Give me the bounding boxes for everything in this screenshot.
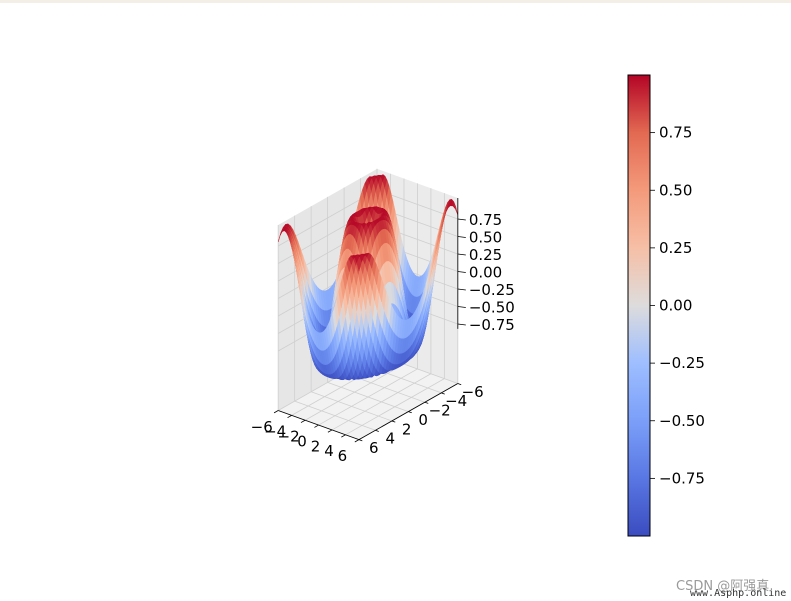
x-tick-mark — [314, 424, 319, 428]
z-tick-mark — [457, 236, 466, 238]
y-tick-mark — [441, 392, 445, 395]
x-tick-label: −6 — [251, 418, 273, 436]
grid-line — [294, 400, 376, 431]
z-tick-label: 0.00 — [469, 264, 502, 282]
colorbar — [627, 74, 651, 537]
y-tick-mark — [457, 383, 462, 386]
y-tick-label: −6 — [462, 383, 484, 401]
y-tick-label: 4 — [385, 430, 395, 448]
z-tick-label: 0.50 — [469, 229, 502, 247]
surface-patch — [356, 256, 362, 273]
colorbar-tick-label: 0.75 — [659, 124, 692, 142]
y-tick-mark — [391, 420, 396, 423]
x-tick-label: 0 — [297, 432, 307, 450]
x-tick-mark — [273, 410, 279, 414]
x-tick-label: 2 — [311, 437, 321, 455]
y-tick-label: −2 — [429, 402, 451, 420]
x-tick-mark — [354, 439, 360, 443]
x-tick-label: −4 — [264, 423, 286, 441]
z-tick-label: −0.75 — [469, 316, 515, 334]
z-tick-mark — [457, 323, 466, 326]
z-tick-mark — [457, 218, 466, 221]
y-tick-label: 2 — [402, 420, 412, 438]
y-tick-mark — [375, 429, 379, 432]
y-tick-mark — [424, 401, 429, 404]
surface-mesh — [277, 174, 459, 381]
z-tick-label: −0.50 — [469, 299, 515, 317]
x-tick-label: 6 — [338, 447, 348, 465]
y-tick-mark — [408, 411, 412, 414]
watermark-text: CSDN @阿强真 — [676, 579, 770, 594]
colorbar-tick-label: −0.75 — [659, 469, 705, 487]
x-tick-label: −2 — [278, 428, 300, 446]
colorbar-ticks: 0.75 0.50 0.25 0.00 −0.25 −0.50 −0.75 — [650, 124, 705, 487]
y-tick-mark — [358, 439, 363, 442]
colorbar-gradient — [627, 74, 651, 537]
colorbar-tick-label: −0.50 — [659, 412, 705, 430]
colorbar-tick-label: −0.25 — [659, 354, 705, 372]
x-tick-mark — [300, 419, 306, 423]
colorbar-tick-label: 0.50 — [659, 181, 692, 199]
z-tick-label: 0.75 — [469, 211, 502, 229]
z-tick-mark — [457, 288, 466, 291]
y-tick-label: −4 — [445, 392, 467, 410]
z-tick-label: 0.25 — [469, 246, 502, 264]
y-tick-label: 0 — [418, 411, 428, 429]
x-axis-ticks: −6−4−20 2 4 6 — [251, 410, 360, 465]
z-tick-mark — [457, 306, 466, 308]
z-tick-mark — [457, 253, 466, 256]
y-tick-label: 6 — [369, 439, 379, 457]
x-tick-mark — [287, 415, 292, 419]
colorbar-tick-label: 0.25 — [659, 239, 692, 257]
z-tick-mark — [457, 271, 466, 273]
colorbar-tick-label: 0.00 — [659, 297, 692, 315]
x-tick-mark — [327, 429, 333, 433]
top-rule — [0, 0, 791, 3]
z-axis-ticks: 0.750.500.250.00−0.25−0.50−0.75 — [457, 211, 515, 334]
watermark-url: www.Asphp.online — [690, 588, 787, 599]
x-tick-label: 4 — [324, 442, 334, 460]
x-tick-mark — [341, 434, 346, 438]
z-tick-label: −0.25 — [469, 281, 515, 299]
